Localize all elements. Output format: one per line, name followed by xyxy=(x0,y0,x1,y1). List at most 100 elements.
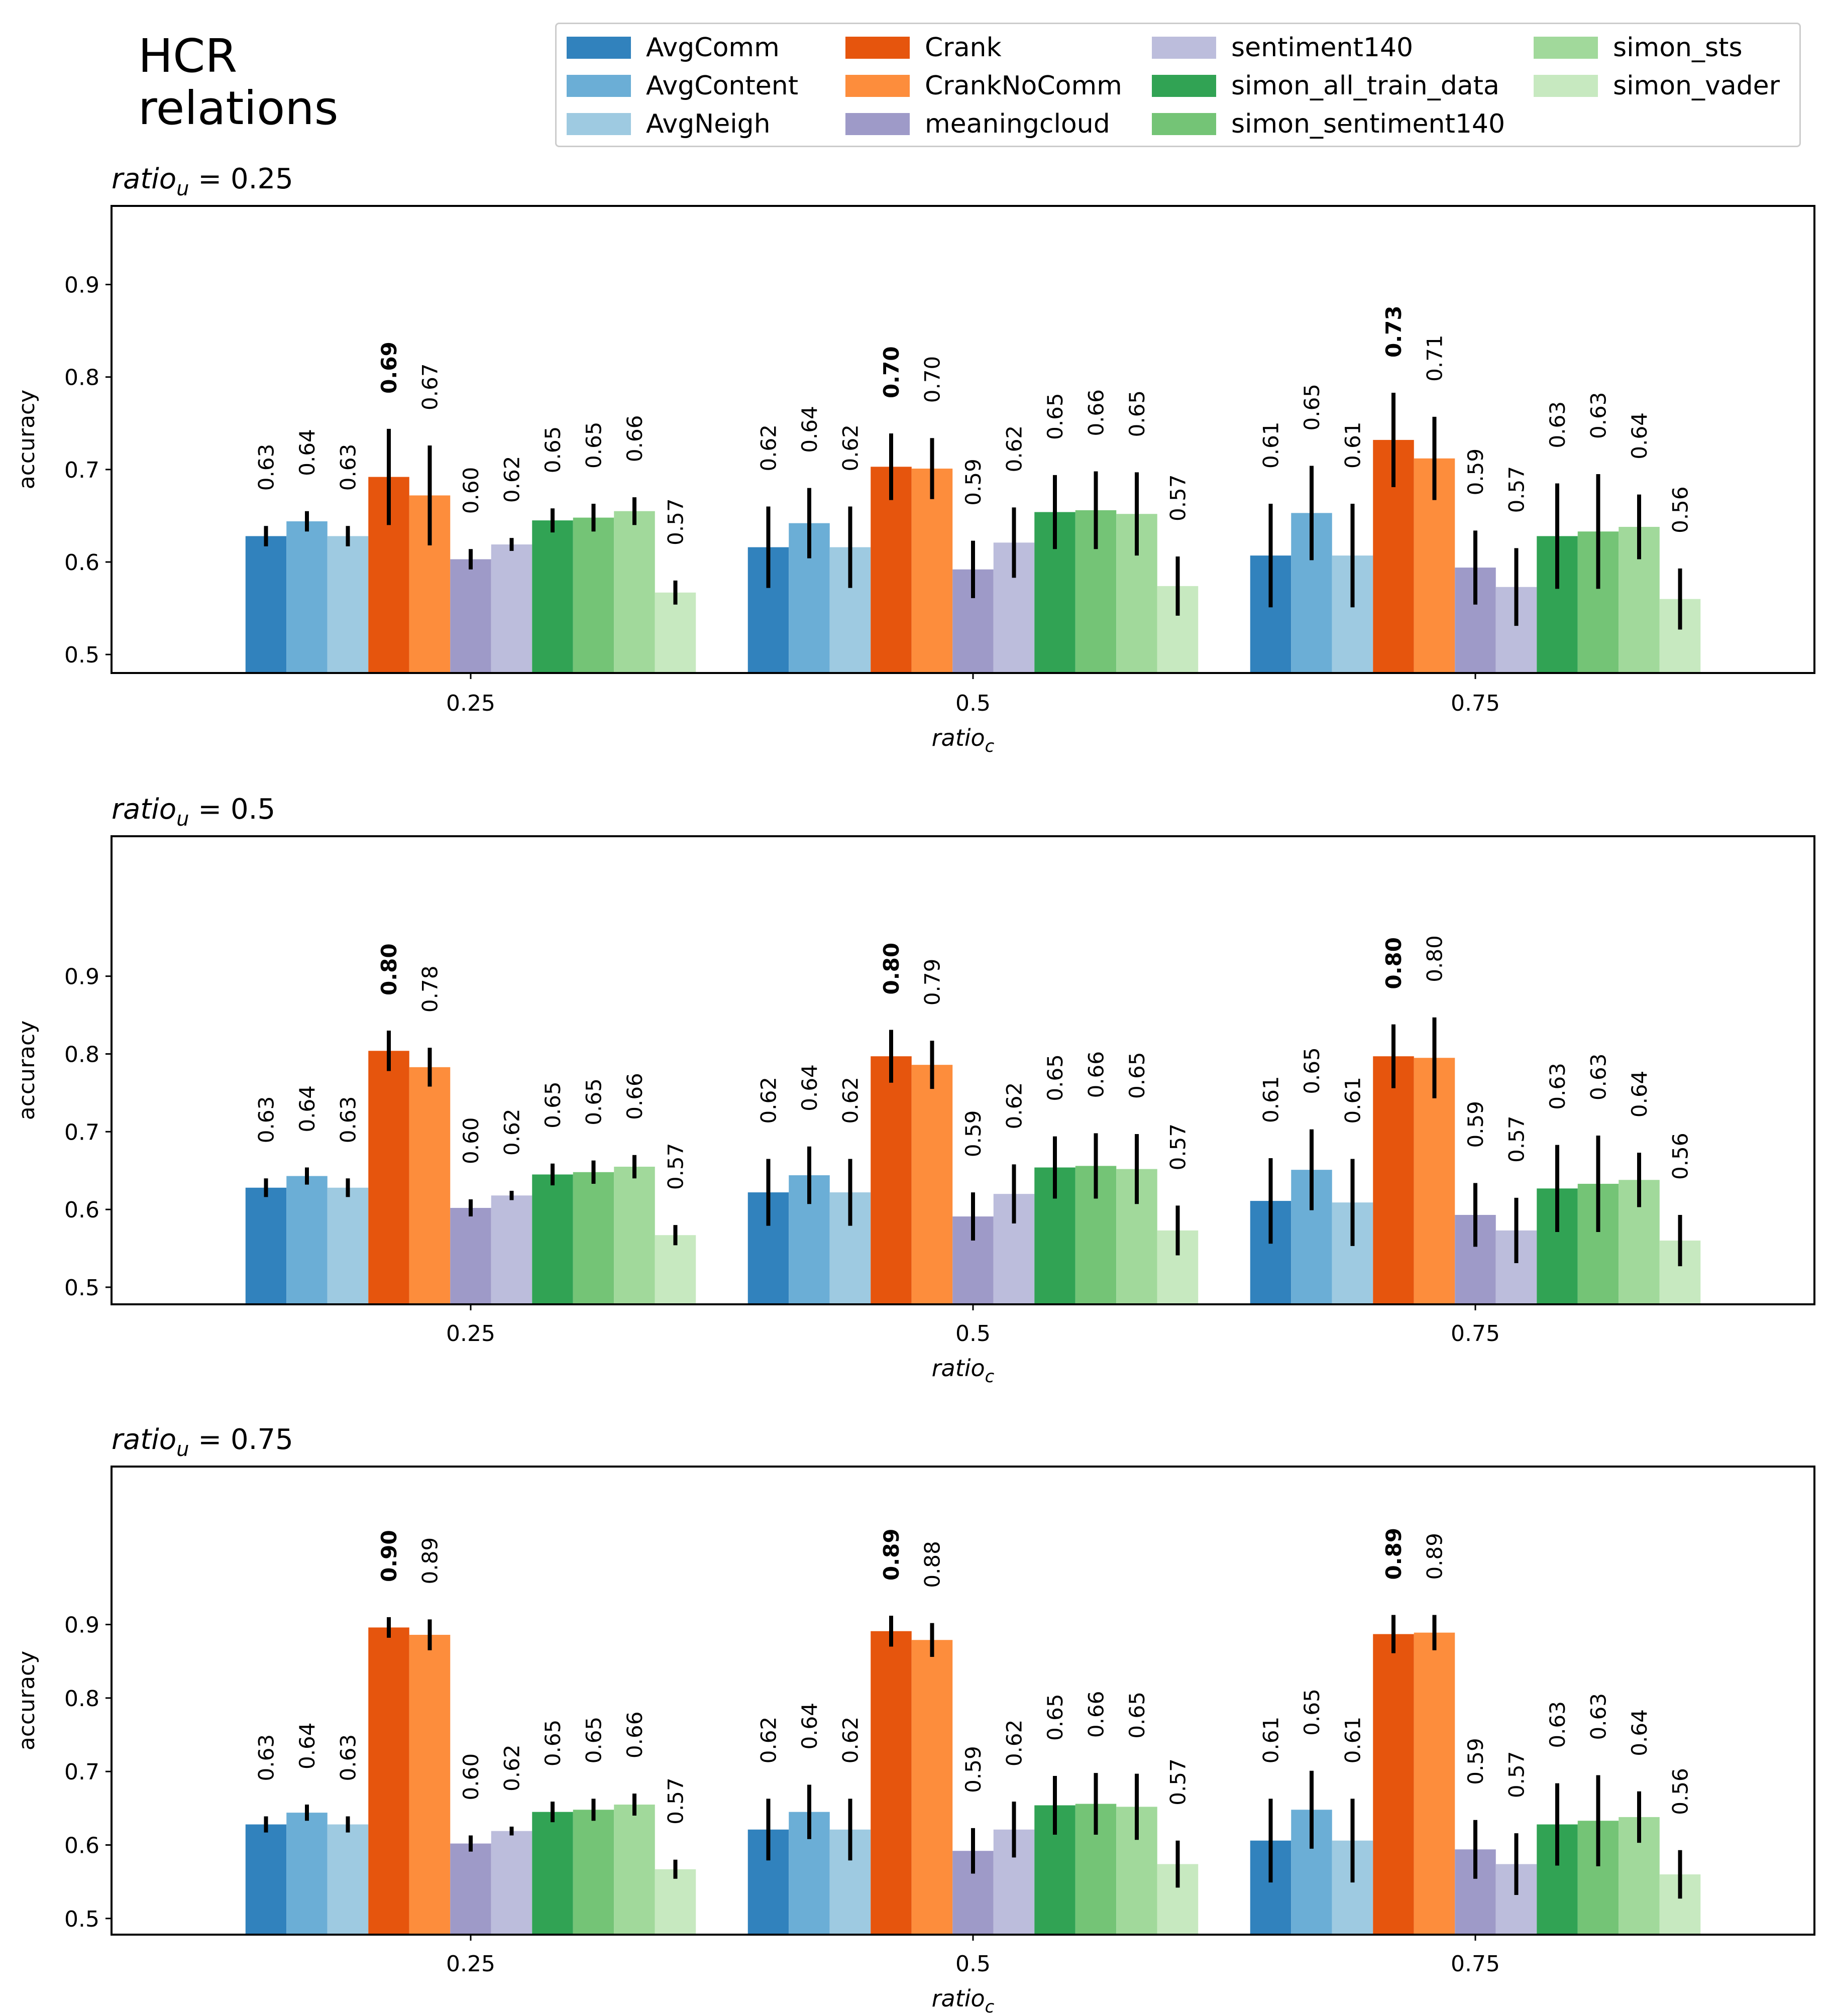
legend-swatch xyxy=(1152,113,1216,135)
bar xyxy=(573,517,614,673)
value-label: 0.88 xyxy=(920,1541,945,1588)
legend-item: simon_vader xyxy=(1534,68,1780,103)
value-label: 0.64 xyxy=(797,1703,822,1750)
value-label: 0.64 xyxy=(1627,1071,1652,1118)
value-label: 0.61 xyxy=(1259,1076,1283,1123)
value-label: 0.63 xyxy=(336,444,361,491)
legend-item: simon_all_train_data xyxy=(1152,68,1499,103)
value-label: 0.67 xyxy=(418,363,443,410)
y-axis-label: accuracy xyxy=(14,390,40,490)
bar xyxy=(327,1824,369,1935)
value-label: 0.60 xyxy=(459,1117,483,1164)
bar xyxy=(573,1810,614,1935)
value-label: 0.63 xyxy=(336,1734,361,1781)
bar xyxy=(655,1869,696,1935)
value-label: 0.65 xyxy=(1125,1692,1149,1739)
y-tick-label: 0.5 xyxy=(64,1275,99,1301)
bar xyxy=(245,1824,287,1935)
value-label: 0.57 xyxy=(1166,474,1191,521)
value-label: 0.80 xyxy=(1381,937,1406,989)
legend-swatch xyxy=(845,75,910,97)
bar xyxy=(368,1627,409,1935)
legend-swatch xyxy=(1534,37,1598,59)
bar xyxy=(409,1067,451,1304)
bar xyxy=(1414,1632,1455,1935)
value-label: 0.66 xyxy=(622,1073,647,1120)
value-label: 0.62 xyxy=(500,1108,524,1156)
value-label: 0.57 xyxy=(664,498,688,545)
value-label: 0.65 xyxy=(541,1081,565,1129)
legend-label: simon_sts xyxy=(1613,33,1743,63)
value-label: 0.59 xyxy=(1463,449,1488,496)
y-tick-label: 0.7 xyxy=(64,458,99,483)
value-label: 0.64 xyxy=(295,429,319,476)
bar xyxy=(286,1813,328,1935)
value-label: 0.63 xyxy=(1586,1054,1611,1101)
value-label: 0.66 xyxy=(622,1712,647,1759)
y-tick-label: 0.6 xyxy=(64,550,99,576)
chart-panel-1: ratiou = 0.25 0.5 0.6 0.7 0.8 0.9 accuracy 0.63… xyxy=(14,163,1815,756)
value-label: 0.61 xyxy=(1259,421,1283,469)
y-tick-label: 0.9 xyxy=(64,1613,99,1638)
value-label: 0.65 xyxy=(1125,390,1149,437)
value-label: 0.59 xyxy=(1463,1738,1488,1785)
y-tick-label: 0.6 xyxy=(64,1197,99,1223)
value-label: 0.65 xyxy=(582,1717,606,1764)
legend-swatch xyxy=(845,37,910,59)
value-label: 0.57 xyxy=(1504,1751,1529,1799)
value-label: 0.63 xyxy=(1545,1701,1570,1748)
bar xyxy=(532,1174,573,1304)
legend: AvgComm AvgContent AvgNeigh Crank CrankNoCom… xyxy=(555,23,1801,147)
legend-swatch xyxy=(1152,37,1216,59)
x-axis-label: ratioc xyxy=(932,1985,995,2016)
chart-title: ratiou = 0.75 xyxy=(112,1423,293,1461)
value-label: 0.59 xyxy=(961,1110,986,1158)
value-label: 0.89 xyxy=(418,1537,443,1585)
value-label: 0.73 xyxy=(1381,305,1406,358)
value-label: 0.65 xyxy=(1300,384,1324,431)
value-label: 0.63 xyxy=(254,444,279,491)
x-tick-label: 0.5 xyxy=(955,691,991,716)
value-label: 0.65 xyxy=(1043,393,1067,440)
legend-item: meaningcloud xyxy=(845,106,1110,142)
value-label: 0.59 xyxy=(961,1746,986,1793)
value-label: 0.63 xyxy=(1586,1693,1611,1740)
axes-frame xyxy=(111,835,1815,1305)
bar xyxy=(1414,1058,1455,1304)
y-tick-label: 0.5 xyxy=(64,642,99,668)
bar xyxy=(871,1056,912,1304)
value-label: 0.63 xyxy=(1586,392,1611,439)
bar xyxy=(245,536,287,673)
value-label: 0.63 xyxy=(336,1096,361,1144)
value-label: 0.62 xyxy=(838,424,863,472)
legend-item: simon_sentiment140 xyxy=(1152,106,1505,142)
y-tick-label: 0.6 xyxy=(64,1833,99,1859)
value-label: 0.70 xyxy=(879,346,904,398)
bar xyxy=(532,520,573,673)
bar xyxy=(911,469,953,673)
value-label: 0.61 xyxy=(1341,421,1365,469)
bar xyxy=(1373,1056,1414,1304)
value-label: 0.62 xyxy=(838,1717,863,1764)
legend-label: simon_vader xyxy=(1613,71,1780,101)
value-label: 0.63 xyxy=(254,1096,279,1144)
bar xyxy=(573,1172,614,1304)
y-axis-label: accuracy xyxy=(14,1651,40,1751)
value-label: 0.78 xyxy=(418,966,443,1013)
value-label: 0.65 xyxy=(541,426,565,474)
bar xyxy=(532,1812,573,1935)
value-label: 0.80 xyxy=(377,943,401,995)
legend-item: sentiment140 xyxy=(1152,30,1413,65)
value-label: 0.62 xyxy=(1002,425,1027,473)
value-label: 0.61 xyxy=(1341,1717,1365,1764)
chart-panel-2: ratiou = 0.5 0.5 0.6 0.7 0.8 0.9 accuracy 0.63 0… xyxy=(14,793,1815,1387)
value-label: 0.64 xyxy=(1627,1709,1652,1756)
bar xyxy=(871,1631,912,1935)
chart-title: ratiou = 0.5 xyxy=(112,793,275,831)
value-label: 0.56 xyxy=(1668,486,1693,533)
bar xyxy=(327,536,369,673)
value-label: 0.65 xyxy=(582,421,606,469)
value-label: 0.71 xyxy=(1423,334,1447,382)
value-label: 0.65 xyxy=(1043,1694,1067,1741)
value-label: 0.56 xyxy=(1668,1768,1693,1815)
